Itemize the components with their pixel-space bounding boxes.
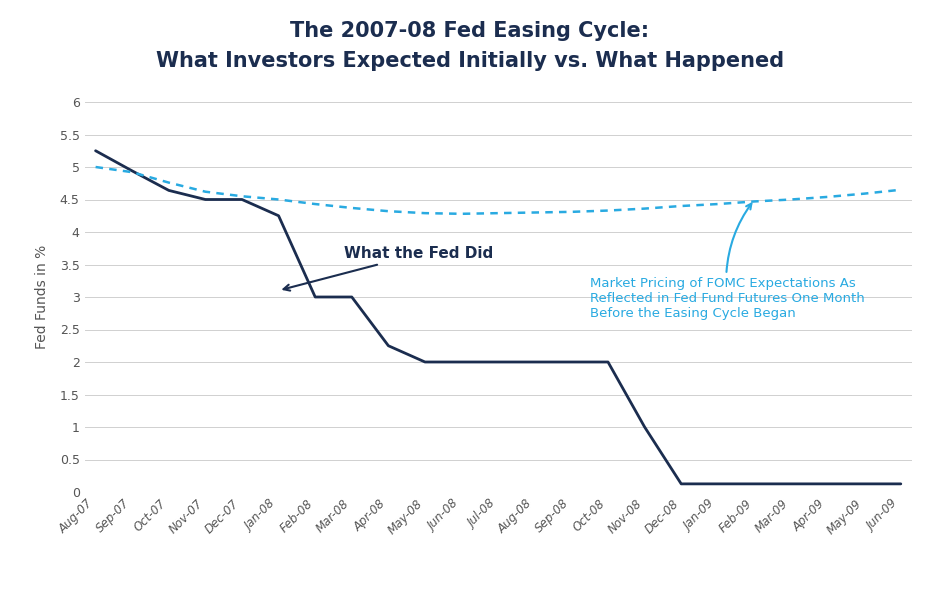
Y-axis label: Fed Funds in %: Fed Funds in %: [35, 245, 49, 349]
Text: What the Fed Did: What the Fed Did: [284, 246, 494, 290]
Text: The 2007-08 Fed Easing Cycle:: The 2007-08 Fed Easing Cycle:: [290, 21, 650, 41]
Text: What Investors Expected Initially vs. What Happened: What Investors Expected Initially vs. Wh…: [156, 51, 784, 71]
Text: Market Pricing of FOMC Expectations As
Reflected in Fed Fund Futures One Month
B: Market Pricing of FOMC Expectations As R…: [589, 203, 865, 320]
